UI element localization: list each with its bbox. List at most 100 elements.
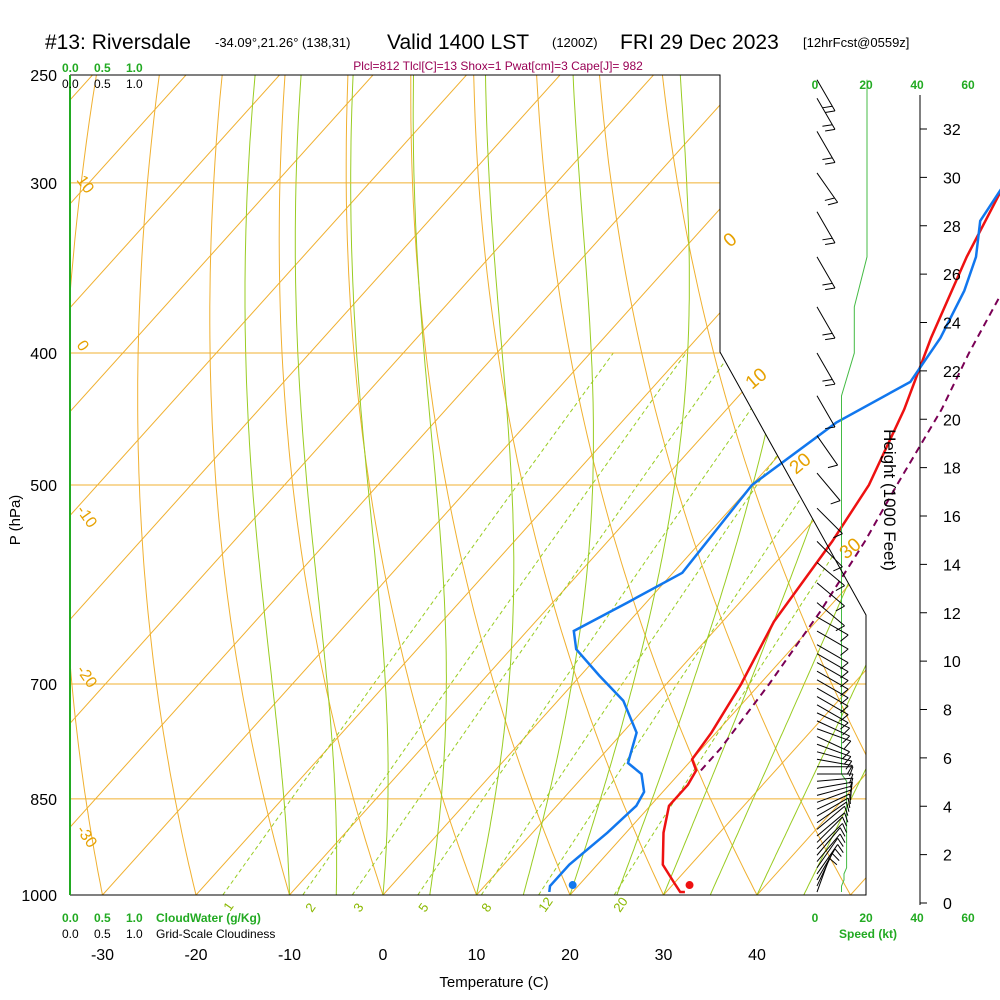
wind-barb [816,812,845,837]
dry-adiabat [209,75,290,895]
wind-barb-flag [849,777,854,788]
height-tick-label: 12 [943,606,961,623]
wind-barb-flag [850,781,853,793]
cloud-scale-label: 0.0 [62,911,79,925]
wind-barb [816,805,845,830]
x-tick-label: 40 [748,947,766,964]
dewpoint-trace [548,188,1000,893]
mixing-ratio-label: 20 [610,894,631,914]
dry-adiabat [278,75,384,895]
wind-barb-flag [837,844,844,853]
cloud-scale-label: 1.0 [126,61,143,75]
plot-grid [0,51,866,895]
wind-barb [816,211,836,244]
dry-adiabat [659,75,866,895]
cloud-scale-label: 0.5 [94,927,111,941]
theta-label: 10 [73,173,97,197]
cloud-scale-label: 0.0 [62,77,79,91]
x-tick-label: -20 [184,947,207,964]
wind-barb-flag [846,801,850,812]
isotherm [70,75,770,895]
wind-barb [816,395,836,428]
mixing-ratio-line [613,352,866,895]
isotherm [70,75,209,895]
moist-adiabat [803,75,866,895]
wind-barb-flag [840,634,849,642]
wind-barb-flag [824,197,835,201]
wind-barb-flag [846,765,853,775]
mixing-ratio-line [222,352,614,895]
height-tick-label: 8 [943,703,952,720]
forecast-date: FRI 29 Dec 2023 [620,31,779,54]
y-tick-label: 300 [30,176,57,193]
wind-barb-flag [828,857,838,866]
wind-barb-flag [830,500,841,505]
wind-barb [816,172,839,203]
wind-barb-flag [844,806,849,816]
cloud-scale-label: 0.5 [94,77,111,91]
wind-barb-flag [842,751,850,760]
wind-barb [816,352,836,385]
theta-label: -20 [73,663,100,692]
height-tick-label: 28 [943,219,961,236]
utc-time: (1200Z) [552,35,598,50]
wind-speed-tick: 60 [961,78,975,92]
wind-barb-flag [844,812,849,823]
surface-temperature-dot [685,881,694,890]
x-tick-label: 10 [468,947,486,964]
wind-barb [816,653,849,673]
wind-barb-flag [835,625,845,632]
wind-barb [816,704,849,724]
isotherm [0,51,21,895]
wind-speed-tick: 40 [910,911,924,925]
height-tick-label: 6 [943,751,952,768]
isotherm [70,75,302,895]
wind-barb [816,837,839,869]
wind-barb [816,256,836,289]
wind-barb-flag [847,797,851,808]
height-tick-label: 26 [943,267,961,284]
wind-barb-flag [822,332,833,336]
wind-profile [816,79,868,893]
wind-barb-flag [825,426,836,430]
x-tick-label: -10 [278,947,301,964]
wind-barb [816,79,836,112]
isotherm [289,75,866,895]
wind-barb [816,472,841,501]
wind-barb [816,844,839,875]
wind-barb-flag [825,337,836,341]
wind-barb [816,801,847,824]
theta-label: 0 [73,338,92,355]
wind-speed-tick: 40 [910,78,924,92]
dry-adiabat [597,75,851,895]
wind-barb-flag [837,837,844,847]
moist-adiabat [569,75,690,895]
wind-barb-flag [843,740,852,749]
moist-adiabat [476,75,515,895]
wind-barb-flag [843,756,852,765]
isotherm [70,75,583,895]
wind-barb-flag [827,201,838,206]
moist-adiabat [756,75,866,895]
isotherm [663,75,866,895]
x-tick-label: -30 [91,947,114,964]
y-axis-title: P (hPa) [7,495,24,546]
wind-barb [816,816,843,843]
wind-barb-flag [822,124,833,127]
wind-barb-flag [835,605,845,612]
cloud-scale-label: 0.0 [62,927,79,941]
wind-barb-flag [839,833,846,843]
wind-barb-flag [841,816,848,827]
cloud-scale-label: 1.0 [126,911,143,925]
wind-barb [816,823,843,850]
height-axis-title: Height (1000 Feet) [880,429,899,571]
moist-adiabat [244,75,290,895]
wind-barb-flag [827,464,838,469]
isotherm-label: 30 [836,534,866,564]
cloudwater-label: CloudWater (g/Kg) [156,911,261,925]
wind-barb [816,696,849,715]
wind-barb [816,630,849,650]
wind-barb-flag [840,688,849,696]
wind-barb [816,743,851,758]
